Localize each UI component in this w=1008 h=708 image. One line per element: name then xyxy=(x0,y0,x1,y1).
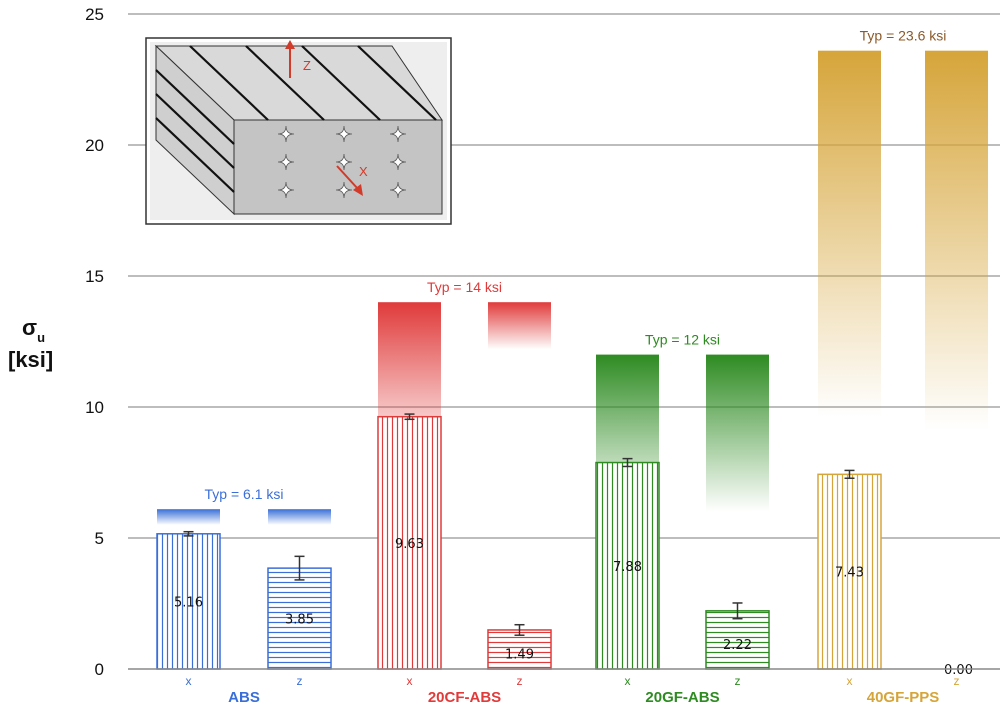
bar-layer: 5.16 3.85 9.63 1.49 7.88 2.22 7.43 0.00 xyxy=(156,413,973,678)
y-tick-label: 20 xyxy=(85,136,104,155)
typical-label: Typ = 14 ksi xyxy=(427,279,502,295)
x-tick-label: z xyxy=(954,674,960,688)
axis-layer: 0 5 10 15 20 25 x z ABS x z 20CF-ABS x z 20GF-ABS x z 40G… xyxy=(85,5,1000,706)
y-tick-label: 5 xyxy=(95,529,104,548)
bar-value-label: 5.16 xyxy=(174,595,203,610)
group-label: 20GF-ABS xyxy=(645,689,719,706)
bar xyxy=(705,610,770,670)
group-label: 20CF-ABS xyxy=(428,689,501,706)
typical-band xyxy=(925,50,988,431)
bar xyxy=(377,415,442,670)
typical-layer: Typ = 6.1 ksi Typ = 14 ksi Typ = 12 ksi Typ… xyxy=(157,28,988,525)
bar xyxy=(156,533,221,670)
typical-band xyxy=(706,354,769,512)
inset-x-label: X xyxy=(359,164,368,179)
y-tick-label: 25 xyxy=(85,5,104,24)
bar xyxy=(487,629,552,670)
x-tick-label: z xyxy=(297,674,303,688)
x-tick-label: x xyxy=(847,674,853,688)
bar-value-label: 1.49 xyxy=(505,647,534,662)
x-tick-label: z xyxy=(517,674,523,688)
typical-band xyxy=(157,509,220,525)
inset-z-label: Z xyxy=(303,58,311,73)
y-axis-label: σu xyxy=(22,315,45,345)
inset-illustration: Z X xyxy=(145,37,452,225)
y-tick-label: 0 xyxy=(95,660,104,679)
bar-value-label: 0.00 xyxy=(944,663,973,678)
group-label: ABS xyxy=(228,689,260,706)
y-axis-unit: [ksi] xyxy=(8,347,53,372)
x-tick-label: z xyxy=(735,674,741,688)
y-tick-label: 10 xyxy=(85,398,104,417)
typical-label: Typ = 6.1 ksi xyxy=(205,486,284,502)
bar-value-label: 7.43 xyxy=(835,566,864,581)
typical-label: Typ = 23.6 ksi xyxy=(860,28,947,44)
y-tick-label: 15 xyxy=(85,267,104,286)
typical-band xyxy=(268,509,331,525)
bar-value-label: 7.88 xyxy=(613,560,642,575)
typical-band xyxy=(818,50,881,418)
typical-label: Typ = 12 ksi xyxy=(645,332,720,348)
bar xyxy=(595,461,660,670)
bar-value-label: 3.85 xyxy=(285,613,314,628)
group-label: 40GF-PPS xyxy=(867,689,940,706)
bar-value-label: 9.63 xyxy=(395,537,424,552)
bar xyxy=(817,473,882,670)
bar-value-label: 2.22 xyxy=(723,638,752,653)
y-axis-label-sub: u xyxy=(37,330,45,345)
x-tick-label: x xyxy=(186,674,192,688)
typical-band xyxy=(488,302,551,350)
x-tick-label: x xyxy=(407,674,413,688)
x-tick-label: x xyxy=(625,674,631,688)
